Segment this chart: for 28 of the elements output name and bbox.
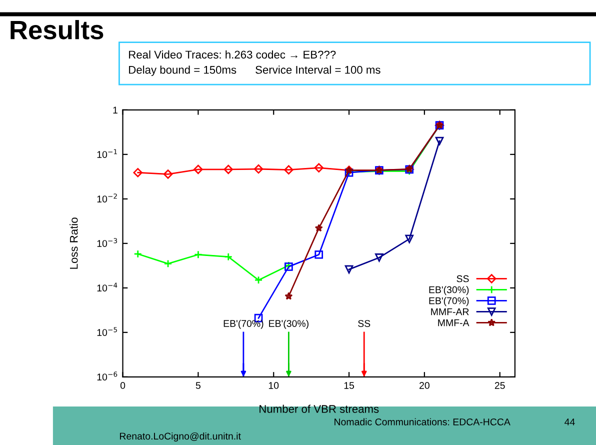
ref-line-label: EB'(70%) (224, 320, 264, 329)
legend-label: EB'(30%) (429, 286, 469, 296)
x-tick-label: 20 (420, 382, 430, 389)
y-tick-label: 10$^{−4}$ (97, 282, 118, 292)
x-tick-label: 0 (120, 382, 126, 389)
legend-label: SS (456, 275, 469, 282)
legend-label: MMF-A (438, 319, 470, 326)
legend-label: MMF-AR (431, 308, 469, 316)
text: Nomadic Communications: EDCA-HCCA (334, 418, 510, 426)
y-axis-title: Loss Ratio (70, 218, 78, 269)
text: Renato.LoCigno@dit.unitn.it (120, 432, 241, 442)
ref-line-label: SS (358, 320, 370, 327)
chart-subtitle: Real Video Traces: h.263 codec → EB??? Delay bound = 150ms Service Interval = 100 ms (129, 50, 380, 76)
y-tick-label: 10$^{−2}$ (97, 194, 117, 202)
x-tick-label: 5 (196, 382, 200, 389)
y-tick-label: 1 (113, 106, 118, 114)
chart-title: Results (10, 20, 104, 40)
y-tick-label: 10$^{−5}$ (97, 327, 117, 336)
x-axis-title: Number of VBR streams (260, 404, 379, 413)
y-tick-label: 10$^{−1}$ (97, 149, 117, 158)
y-tick-label: 10$^{−3}$ (97, 238, 118, 247)
x-tick-label: 25 (494, 382, 505, 389)
ref-line-label: EB'(30%) (269, 320, 308, 329)
text: 44 (564, 418, 575, 426)
y-tick-label: 10$^{−6}$ (97, 372, 118, 380)
x-tick-label: 10 (268, 382, 279, 389)
legend-label: EB'(70%) (429, 297, 469, 306)
x-tick-label: 15 (344, 382, 354, 389)
